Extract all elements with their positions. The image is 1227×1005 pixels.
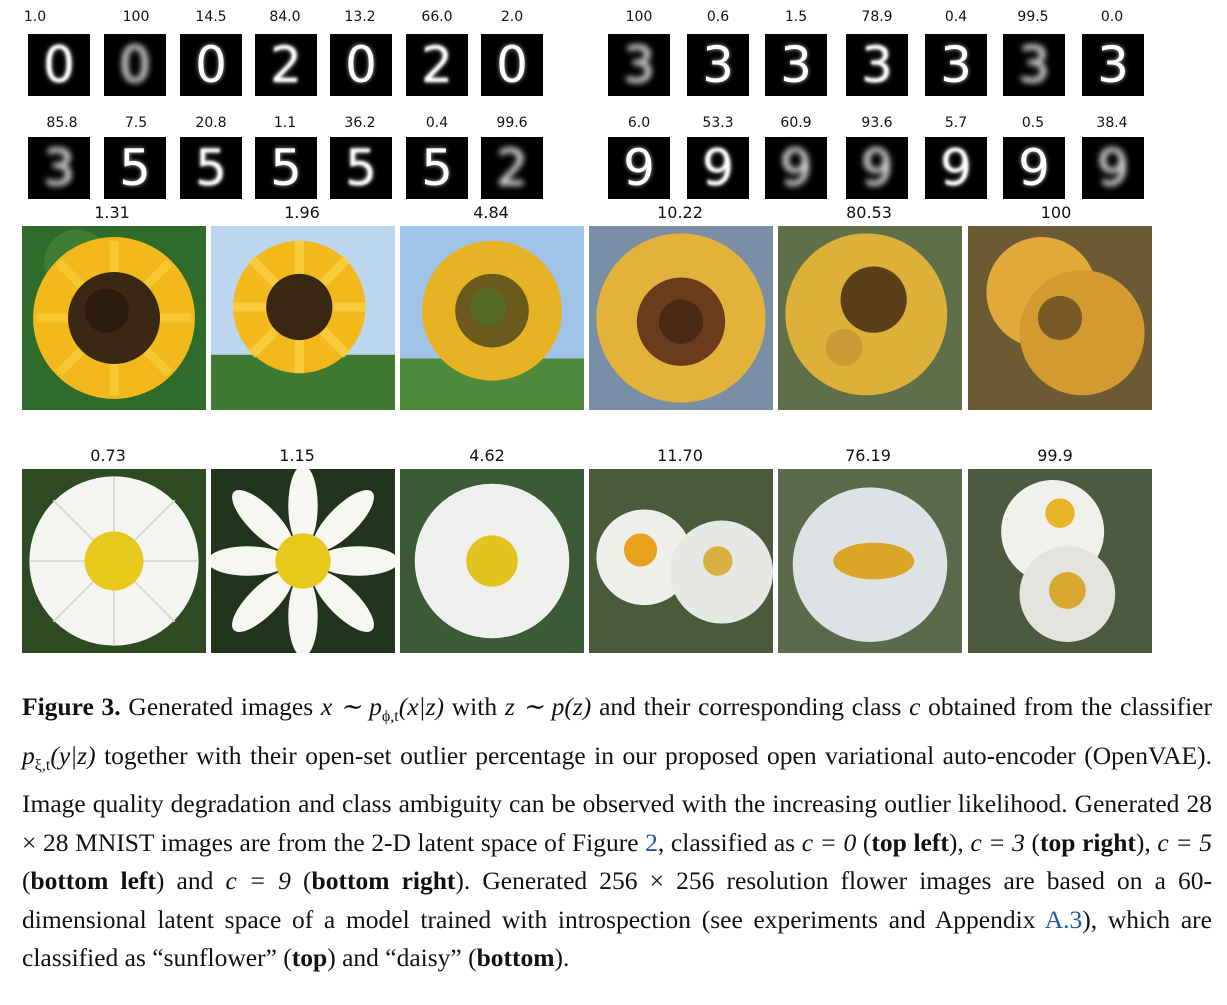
mnist-digit-image: 3	[925, 34, 987, 96]
outlier-label: 1.15	[279, 446, 315, 465]
appendix-a3-link[interactable]: A.3	[1044, 904, 1083, 934]
outlier-label: 99.9	[1037, 446, 1073, 465]
daisy-image	[400, 469, 584, 653]
mnist-digit-image: 9	[608, 137, 670, 199]
outlier-label: 1.5	[784, 9, 808, 25]
outlier-label: 100	[625, 9, 653, 25]
mnist-digit-image: 5	[180, 137, 242, 199]
daisy-image	[211, 469, 395, 653]
outlier-label: 0.6	[706, 9, 730, 25]
mnist-digit-image: 3	[765, 34, 827, 96]
outlier-label: 14.5	[195, 9, 227, 25]
outlier-label: 38.4	[1096, 115, 1128, 131]
mnist-digit-image: 5	[330, 137, 392, 199]
daisy-image	[589, 469, 773, 653]
outlier-label: 0.0	[1100, 9, 1124, 25]
outlier-label: 100	[1040, 203, 1072, 222]
outlier-label: 10.22	[657, 203, 703, 222]
outlier-label: 1.96	[284, 203, 320, 222]
sunflower-image	[778, 226, 962, 410]
mnist-digit-image: 9	[1082, 137, 1144, 199]
mnist-digit-image: 2	[481, 137, 543, 199]
mnist-digit-image: 3	[28, 137, 90, 199]
outlier-label: 1.0	[23, 9, 47, 25]
mnist-digit-image: 3	[608, 34, 670, 96]
outlier-label: 6.0	[627, 115, 651, 131]
mnist-digit-image: 0	[28, 34, 90, 96]
mnist-digit-image: 3	[1003, 34, 1065, 96]
outlier-label: 84.0	[269, 9, 301, 25]
figure-caption: Figure 3. Generated images x ∼ pϕ,t(x|z)…	[22, 692, 1212, 973]
outlier-label: 4.84	[473, 203, 509, 222]
outlier-label: 11.70	[657, 446, 703, 465]
mnist-digit-image: 9	[1003, 137, 1065, 199]
mnist-digit-image: 0	[104, 34, 166, 96]
outlier-label: 60.9	[780, 115, 812, 131]
daisy-image	[22, 469, 206, 653]
mnist-digit-image: 5	[255, 137, 317, 199]
outlier-label: 78.9	[861, 9, 893, 25]
mnist-digit-image: 0	[180, 34, 242, 96]
outlier-label: 5.7	[944, 115, 968, 131]
outlier-label: 36.2	[344, 115, 376, 131]
outlier-label: 0.4	[944, 9, 968, 25]
outlier-label: 7.5	[124, 115, 148, 131]
outlier-label: 66.0	[421, 9, 453, 25]
outlier-label: 80.53	[846, 203, 892, 222]
sunflower-image	[22, 226, 206, 410]
mnist-digit-image: 0	[330, 34, 392, 96]
mnist-digit-image: 9	[765, 137, 827, 199]
mnist-digit-image: 2	[406, 34, 468, 96]
mnist-digit-image: 3	[687, 34, 749, 96]
mnist-digit-image: 2	[255, 34, 317, 96]
mnist-digit-image: 3	[846, 34, 908, 96]
figure-2-link[interactable]: 2	[645, 827, 658, 857]
outlier-label: 0.4	[425, 115, 449, 131]
daisy-image	[968, 469, 1152, 653]
outlier-label: 99.5	[1017, 9, 1049, 25]
mnist-digit-image: 9	[846, 137, 908, 199]
mnist-digit-image: 9	[687, 137, 749, 199]
outlier-label: 93.6	[861, 115, 893, 131]
mnist-digit-image: 0	[481, 34, 543, 96]
daisy-image	[778, 469, 962, 653]
mnist-digit-image: 9	[925, 137, 987, 199]
outlier-label: 4.62	[469, 446, 505, 465]
outlier-label: 85.8	[46, 115, 78, 131]
sunflower-image	[589, 226, 773, 410]
outlier-label: 1.31	[94, 203, 130, 222]
outlier-label: 76.19	[845, 446, 891, 465]
mnist-digit-image: 5	[406, 137, 468, 199]
outlier-label: 0.73	[90, 446, 126, 465]
figure-label: Figure 3.	[22, 692, 121, 721]
outlier-label: 1.1	[273, 115, 297, 131]
mnist-digit-image: 3	[1082, 34, 1144, 96]
outlier-label: 13.2	[344, 9, 376, 25]
mnist-digit-image: 5	[104, 137, 166, 199]
sunflower-image	[968, 226, 1152, 410]
outlier-label: 2.0	[500, 9, 524, 25]
outlier-label: 53.3	[702, 115, 734, 131]
sunflower-image	[400, 226, 584, 410]
outlier-label: 100	[122, 9, 150, 25]
outlier-label: 0.5	[1021, 115, 1045, 131]
sunflower-image	[211, 226, 395, 410]
outlier-label: 20.8	[195, 115, 227, 131]
outlier-label: 99.6	[496, 115, 528, 131]
